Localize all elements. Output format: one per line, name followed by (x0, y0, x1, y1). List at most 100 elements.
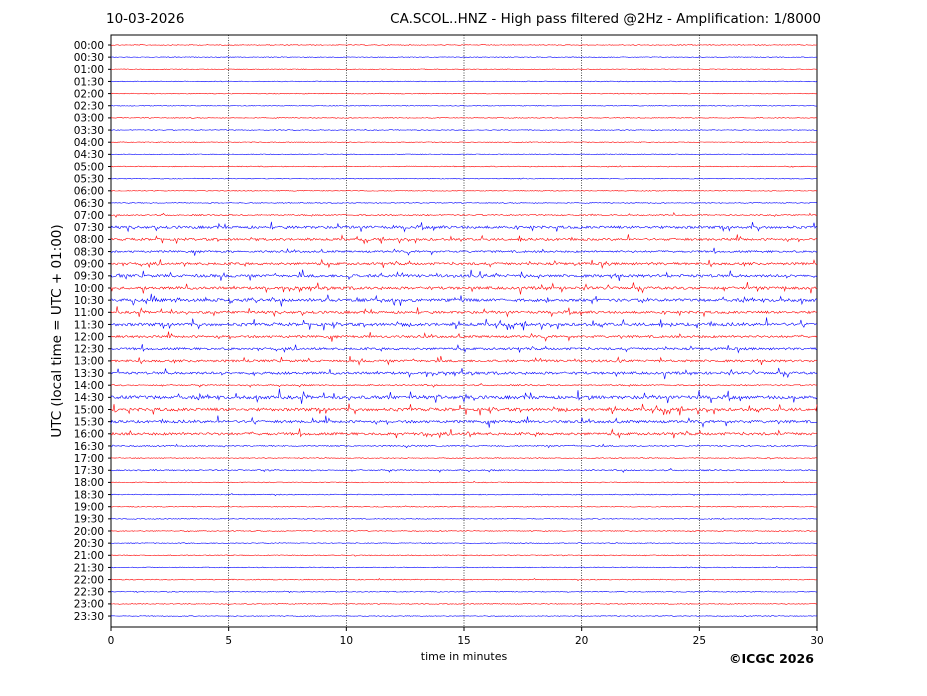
y-tick-label-23:00: 23:00 (74, 599, 104, 611)
y-tick-label-08:30: 08:30 (74, 246, 104, 258)
trace-02:30 (110, 105, 818, 107)
trace-17:00 (111, 456, 818, 460)
x-tick-label-30: 30 (810, 635, 823, 647)
y-tick-label-19:30: 19:30 (74, 514, 104, 526)
x-tick-label-25: 25 (693, 635, 706, 647)
y-tick-label-01:30: 01:30 (74, 76, 104, 88)
trace-13:00 (110, 355, 818, 366)
trace-15:00 (110, 403, 818, 416)
y-tick-label-03:00: 03:00 (74, 113, 104, 125)
x-tick-label-20: 20 (575, 635, 588, 647)
y-tick-label-07:00: 07:00 (74, 210, 104, 222)
y-tick-label-05:00: 05:00 (74, 161, 104, 173)
chart-title: CA.SCOL..HNZ - High pass filtered @2Hz -… (390, 11, 821, 27)
y-tick-label-03:30: 03:30 (74, 125, 104, 137)
y-tick-label-09:00: 09:00 (74, 259, 104, 271)
y-tick-label-08:00: 08:00 (74, 234, 104, 246)
trace-06:00 (110, 189, 818, 192)
y-tick-label-19:00: 19:00 (74, 502, 104, 514)
y-tick-label-02:30: 02:30 (74, 101, 104, 113)
y-tick-label-17:00: 17:00 (74, 453, 104, 465)
y-tick-label-16:00: 16:00 (74, 429, 104, 441)
trace-11:30 (110, 317, 818, 331)
trace-16:30 (111, 443, 818, 449)
y-tick-label-21:30: 21:30 (74, 562, 104, 574)
x-tick-label-0: 0 (108, 635, 115, 647)
y-tick-label-23:30: 23:30 (74, 611, 104, 623)
trace-15:30 (110, 415, 818, 428)
copyright-notice: ©ICGC 2026 (729, 651, 814, 666)
trace-08:00 (110, 234, 818, 245)
trace-08:30 (111, 247, 818, 256)
chart-date: 10-03-2026 (106, 11, 185, 27)
trace-17:30 (110, 468, 817, 473)
y-tick-label-22:30: 22:30 (74, 587, 104, 599)
y-tick-label-17:30: 17:30 (74, 465, 104, 477)
trace-21:00 (110, 554, 818, 557)
trace-12:30 (110, 344, 818, 354)
y-tick-label-10:00: 10:00 (74, 283, 104, 295)
trace-22:00 (110, 577, 818, 582)
trace-02:00 (111, 92, 818, 95)
y-tick-label-05:30: 05:30 (74, 173, 104, 185)
trace-01:30 (110, 80, 818, 83)
trace-09:00 (110, 258, 818, 269)
y-tick-label-13:00: 13:00 (74, 356, 104, 368)
trace-18:30 (110, 493, 818, 497)
trace-21:30 (110, 566, 818, 569)
y-tick-label-18:30: 18:30 (74, 489, 104, 501)
y-tick-label-12:30: 12:30 (74, 344, 104, 356)
y-tick-label-20:00: 20:00 (74, 526, 104, 538)
trace-19:00 (110, 505, 818, 508)
trace-11:00 (110, 306, 818, 318)
y-tick-label-09:30: 09:30 (74, 271, 104, 283)
trace-00:00 (110, 43, 818, 46)
trace-13:30 (110, 367, 818, 380)
y-tick-label-04:00: 04:00 (74, 137, 104, 149)
trace-23:30 (110, 615, 818, 617)
y-axis-label: UTC (local time = UTC + 01:00) (49, 224, 65, 438)
y-tick-label-14:30: 14:30 (74, 392, 104, 404)
trace-07:00 (110, 211, 818, 218)
trace-09:30 (110, 269, 818, 281)
y-tick-label-07:30: 07:30 (74, 222, 104, 234)
y-tick-label-11:00: 11:00 (74, 307, 104, 319)
y-tick-label-11:30: 11:30 (74, 319, 104, 331)
y-tick-label-20:30: 20:30 (74, 538, 104, 550)
y-tick-label-10:30: 10:30 (74, 295, 104, 307)
trace-14:30 (110, 388, 818, 404)
trace-18:00 (110, 480, 818, 484)
trace-19:30 (110, 517, 818, 520)
y-tick-label-12:00: 12:00 (74, 331, 104, 343)
x-axis-label: time in minutes (420, 650, 508, 663)
x-tick-label-10: 10 (340, 635, 353, 647)
trace-22:30 (110, 590, 818, 594)
trace-16:00 (110, 428, 818, 439)
y-tick-label-13:30: 13:30 (74, 368, 104, 380)
x-tick-label-5: 5 (225, 635, 232, 647)
trace-05:30 (110, 177, 818, 180)
trace-07:30 (110, 221, 818, 233)
y-tick-label-04:30: 04:30 (74, 149, 104, 161)
y-tick-label-15:00: 15:00 (74, 404, 104, 416)
y-tick-label-16:30: 16:30 (74, 441, 104, 453)
y-tick-label-21:00: 21:00 (74, 550, 104, 562)
trace-03:00 (110, 117, 818, 119)
trace-06:30 (110, 202, 818, 204)
y-tick-label-06:30: 06:30 (74, 198, 104, 210)
y-tick-label-01:00: 01:00 (74, 64, 104, 76)
y-tick-label-00:30: 00:30 (74, 52, 104, 64)
y-tick-label-18:00: 18:00 (74, 477, 104, 489)
trace-10:30 (110, 293, 818, 307)
trace-04:00 (110, 141, 818, 144)
y-tick-label-06:00: 06:00 (74, 186, 104, 198)
x-tick-label-15: 15 (457, 635, 470, 647)
trace-05:00 (110, 165, 817, 168)
trace-10:00 (110, 281, 818, 295)
y-tick-label-15:30: 15:30 (74, 416, 104, 428)
trace-23:00 (110, 602, 818, 605)
trace-00:30 (110, 56, 818, 58)
y-tick-label-00:00: 00:00 (74, 40, 104, 52)
trace-14:00 (110, 383, 818, 388)
